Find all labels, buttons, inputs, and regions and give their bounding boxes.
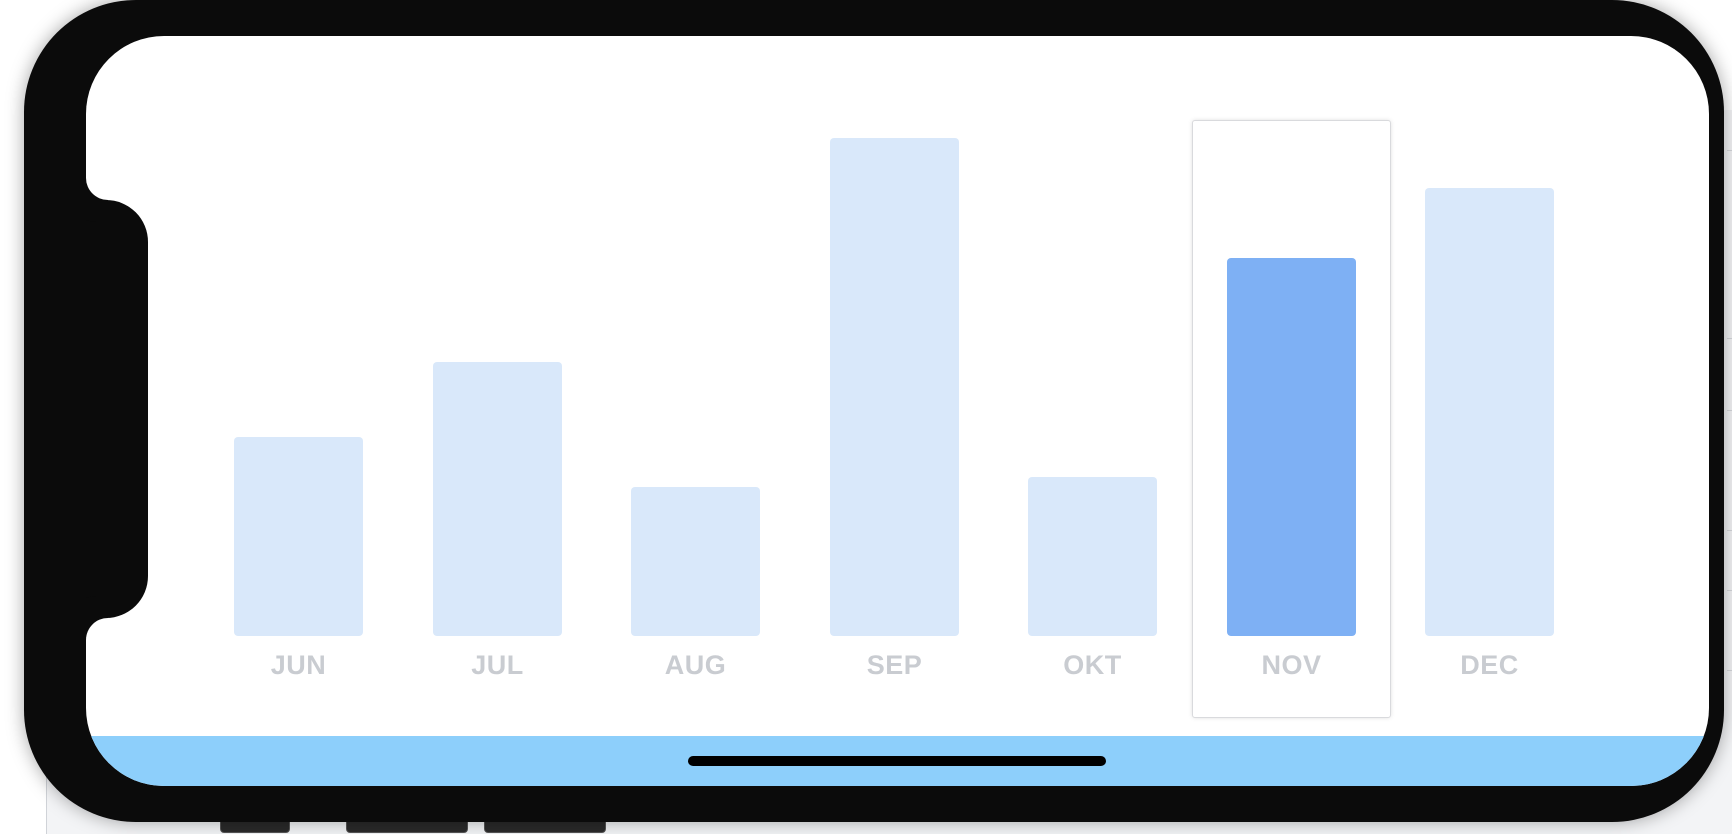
tick-label-sep: SEP (866, 650, 923, 680)
phone-screen: JUN JUL AUG SEP OKT NOV DEC (86, 36, 1709, 786)
bar-column-dec[interactable]: DEC (1390, 36, 1589, 736)
tick-label-aug: AUG (664, 650, 727, 680)
bar-jul[interactable] (433, 362, 562, 636)
bar-column-okt[interactable]: OKT (993, 36, 1192, 736)
bar-column-aug[interactable]: AUG (596, 36, 795, 736)
bar-nov[interactable] (1227, 258, 1356, 636)
window-divider (1727, 670, 1732, 671)
tick-label-dec: DEC (1460, 650, 1519, 680)
bottom-bar (86, 736, 1709, 786)
tick-label-jul: JUL (471, 650, 524, 680)
bar-okt[interactable] (1028, 477, 1157, 636)
bar-column-jun[interactable]: JUN (199, 36, 398, 736)
bar-jun[interactable] (234, 437, 363, 636)
tick-label-jun: JUN (270, 650, 327, 680)
window-divider (1727, 150, 1732, 151)
home-indicator[interactable] (688, 756, 1106, 766)
dock-tab[interactable] (484, 820, 606, 833)
window-divider (1727, 530, 1732, 531)
bar-column-sep[interactable]: SEP (795, 36, 994, 736)
bar-sep[interactable] (830, 138, 959, 636)
tick-label-nov: NOV (1261, 650, 1322, 680)
window-divider (1727, 338, 1732, 339)
camera-notch (86, 200, 148, 618)
bar-dec[interactable] (1425, 188, 1554, 636)
window-divider (1727, 590, 1732, 591)
bar-column-nov[interactable]: NOV (1192, 36, 1391, 736)
monthly-bar-chart: JUN JUL AUG SEP OKT NOV DEC (86, 36, 1709, 736)
dock-tab[interactable] (220, 820, 290, 833)
bar-aug[interactable] (631, 487, 760, 636)
dock-tab[interactable] (346, 820, 468, 833)
tick-label-okt: OKT (1063, 650, 1122, 680)
bar-column-jul[interactable]: JUL (398, 36, 597, 736)
window-divider (1727, 410, 1732, 411)
phone-frame: JUN JUL AUG SEP OKT NOV DEC (24, 0, 1724, 822)
